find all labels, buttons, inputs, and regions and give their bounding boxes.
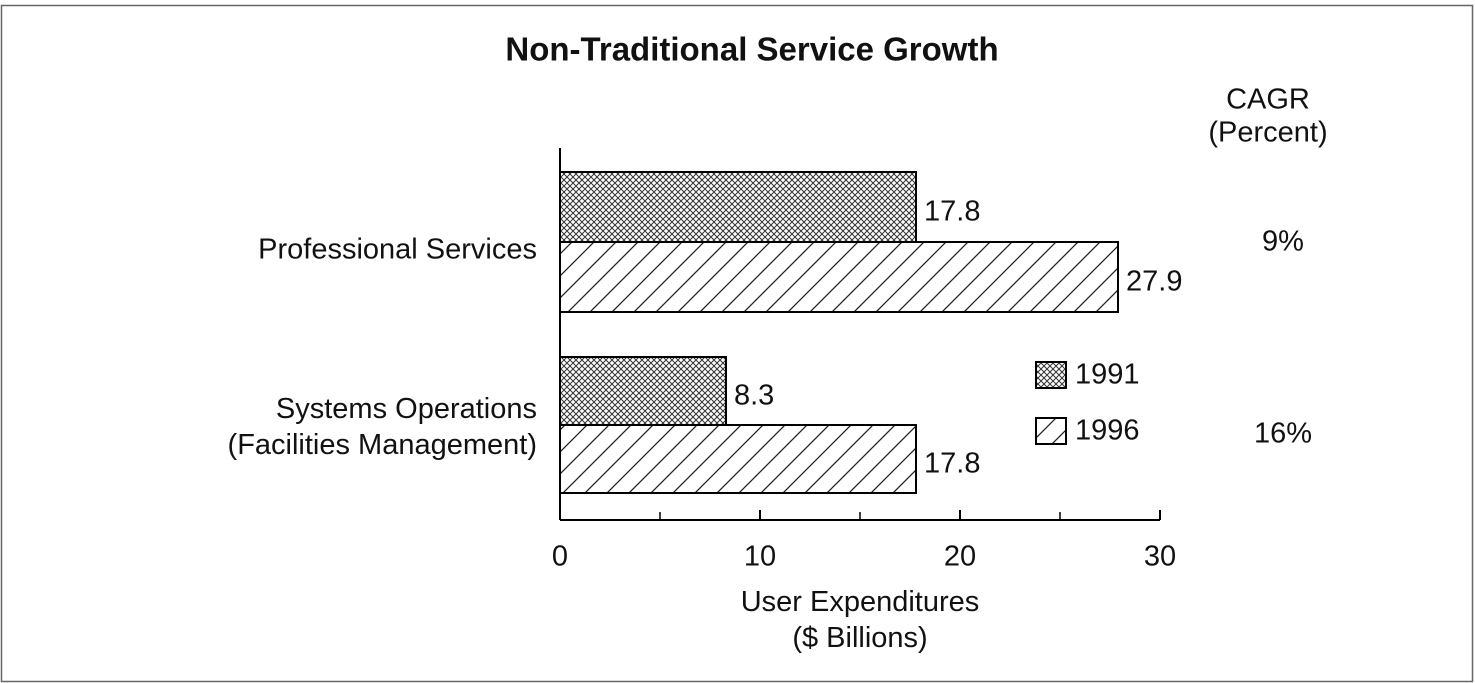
x-axis-label: User Expenditures ($ Billions) <box>741 586 980 654</box>
legend-swatch <box>1035 417 1067 445</box>
cagr-label: 16% <box>1254 418 1312 450</box>
cagr-header: CAGR (Percent) <box>1208 83 1327 148</box>
chart-title: Non-Traditional Service Growth <box>505 31 998 68</box>
data-label: 27.9 <box>1126 266 1182 298</box>
x-tick-label: 30 <box>1144 541 1176 573</box>
cagr-label: 9% <box>1262 226 1304 258</box>
x-tick-label: 10 <box>744 541 776 573</box>
data-label: 8.3 <box>734 380 774 412</box>
data-label: 17.8 <box>924 196 980 228</box>
x-tick-label: 20 <box>944 541 976 573</box>
x-tick-label: 0 <box>552 541 568 573</box>
bar <box>559 424 917 494</box>
y-tick-label: Systems Operations (Facilities Management… <box>228 393 537 461</box>
bar <box>559 241 1119 313</box>
y-tick-label: Professional Services <box>258 234 537 266</box>
frame <box>0 4 1474 683</box>
legend-swatch <box>1035 361 1067 389</box>
legend-label: 1996 <box>1075 415 1140 447</box>
data-label: 17.8 <box>924 448 980 480</box>
bar <box>559 171 917 243</box>
bar <box>559 356 727 426</box>
legend-label: 1991 <box>1075 359 1140 391</box>
